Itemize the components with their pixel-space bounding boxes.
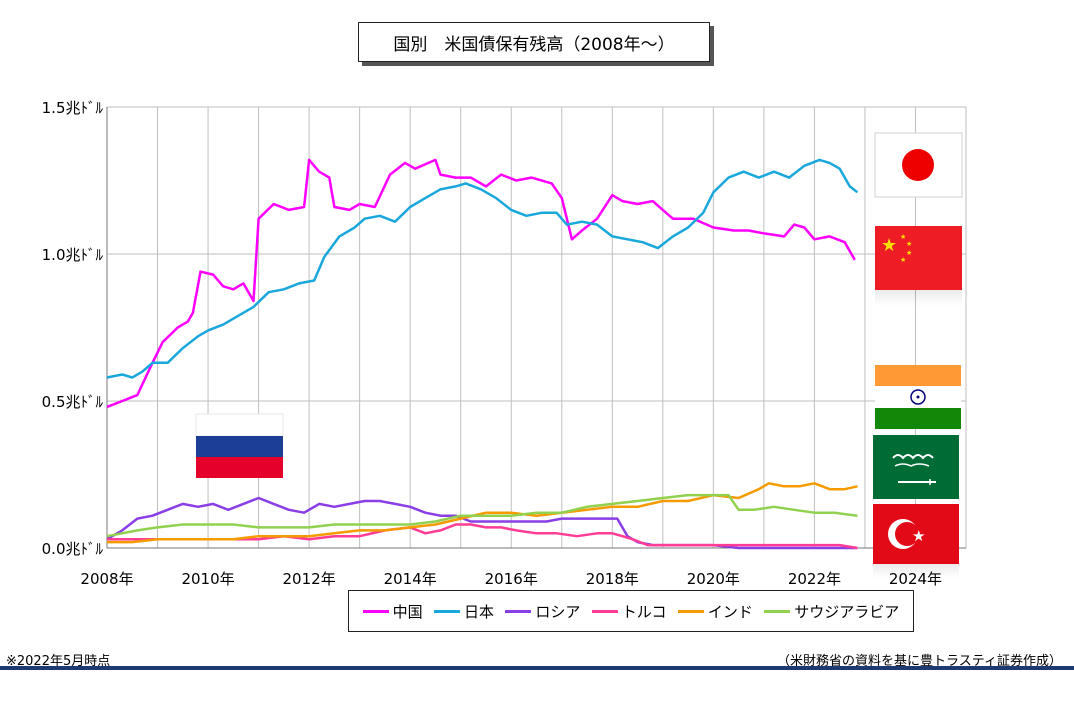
chart-title-box: 国別 米国債保有残高（2008年～） [358,22,710,62]
legend-label: 日本 [464,602,495,621]
series-line-サウジアラビア [106,493,858,538]
legend-label: インド [707,602,753,621]
y-tick-label: 1.5兆ﾄﾞﾙ [42,99,104,117]
x-tick-label: 2014年 [384,570,437,588]
legend-item: インド [677,601,753,622]
legend-swatch [764,609,791,613]
svg-text:★: ★ [906,249,912,257]
legend-item: 日本 [434,601,494,622]
legend-swatch [505,609,532,613]
series-line-中国 [106,158,856,409]
legend-label: トルコ [621,602,667,621]
legend-item: サウジアラビア [764,601,899,622]
series-line-インド [107,482,858,544]
legend-item: 中国 [362,601,423,622]
china-flag-icon: ★ ★ ★ ★ ★ [875,226,962,306]
source-note: （米財務省の資料を基に豊トラスティ証券作成） [777,654,1062,669]
x-tick-label: 2012年 [283,570,336,588]
x-tick-label: 2022年 [788,570,841,588]
x-tick-label: 2010年 [181,570,234,588]
legend-label: 中国 [392,602,423,621]
series-line-ロシア [106,496,858,550]
svg-text:★: ★ [881,235,897,256]
legend-swatch [591,609,618,613]
saudi-arabia-flag-icon [873,435,959,499]
x-tick-label: 2020年 [687,570,740,588]
legend-label: ロシア [535,602,581,621]
x-tick-label: 2018年 [586,570,639,588]
y-tick-label: 0.0兆ﾄﾞﾙ [42,540,104,558]
legend-swatch [434,609,461,613]
svg-text:★: ★ [900,256,906,264]
turkey-flag-icon: ★ [873,504,959,578]
svg-text:★: ★ [906,240,912,248]
x-tick-label: 2008年 [80,570,133,588]
series-line-日本 [106,158,859,379]
legend-item: ロシア [505,601,580,622]
x-tick-label: 2016年 [485,570,538,588]
chart-title: 国別 米国債保有残高（2008年～） [393,34,675,55]
bottom-divider [0,666,1074,670]
russia-flag-icon [195,413,284,478]
series-line-トルコ [107,523,858,550]
footnote: ※2022年5月時点 [6,654,111,669]
legend-item: トルコ [591,601,667,622]
legend-swatch [677,609,704,613]
legend-label: サウジアラビア [794,602,900,621]
legend-swatch [362,609,389,613]
y-tick-label: 0.5兆ﾄﾞﾙ [42,393,104,411]
svg-text:★: ★ [912,527,925,545]
legend: 中国 日本 ロシア トルコ インド サウジアラビア [348,590,914,632]
india-flag-icon [875,365,961,429]
svg-text:★: ★ [900,233,906,241]
japan-flag-icon [874,132,963,198]
y-tick-label: 1.0兆ﾄﾞﾙ [42,246,104,264]
